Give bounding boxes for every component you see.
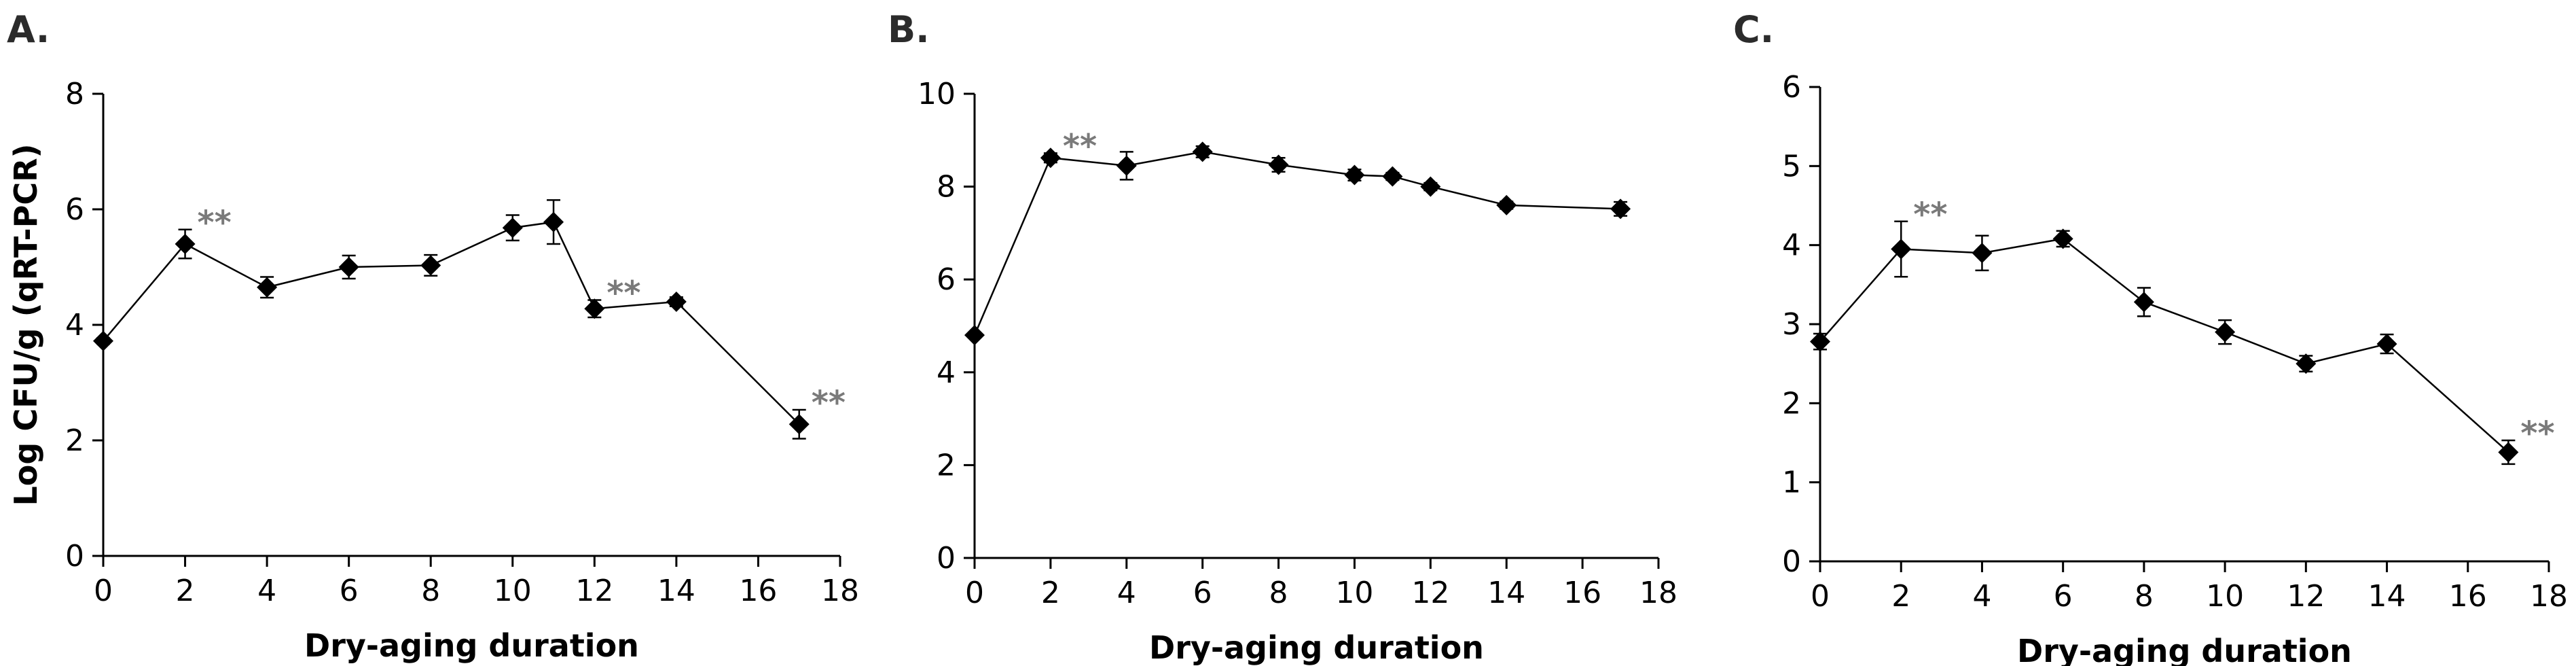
x-tick-label: 16 <box>2449 579 2487 614</box>
panel-a: A. 0 2 4 6 8 0 2 4 6 8 10 12 14 16 18 Dry-aging duration… <box>7 8 859 664</box>
data-point <box>1192 141 1213 162</box>
x-tick-label: 14 <box>2368 579 2406 614</box>
data-point <box>502 217 523 239</box>
y-tick-label: 6 <box>937 262 956 297</box>
data-point <box>338 257 359 277</box>
data-point <box>964 325 985 346</box>
x-tick-label: 6 <box>2054 579 2073 614</box>
y-tick-label: 4 <box>65 308 84 343</box>
y-tick-label: 0 <box>65 539 84 574</box>
x-tick-label: 10 <box>2206 579 2244 614</box>
y-tick-label: 6 <box>65 192 84 227</box>
series-line <box>973 151 1621 336</box>
x-tick-label: 14 <box>1487 576 1525 610</box>
x-axis-title: Dry-aging duration <box>2017 633 2352 666</box>
x-axis-title: Dry-aging duration <box>1149 629 1484 666</box>
data-point <box>2296 353 2317 374</box>
x-tick-label: 8 <box>1269 576 1288 610</box>
data-point <box>1040 147 1061 169</box>
y-tick-label: 2 <box>1782 386 1801 421</box>
y-tick-label: 10 <box>918 77 956 111</box>
x-tick-label: 0 <box>1811 579 1830 614</box>
x-tick-label: 2 <box>176 574 195 608</box>
data-point <box>257 277 278 298</box>
x-tick-label: 4 <box>257 574 276 608</box>
data-point <box>2133 292 2154 313</box>
panel-b: B. 0 2 4 6 8 10 0 2 4 6 8 10 12 14 16 18 Dry-aging durati… <box>888 8 1677 666</box>
data-point <box>543 211 564 232</box>
x-tick-label: 6 <box>1193 576 1212 610</box>
x-tick-label: 16 <box>739 574 777 608</box>
series-line <box>1819 238 2509 453</box>
data-point <box>175 234 196 254</box>
x-tick-label: 10 <box>494 574 532 608</box>
data-point <box>420 255 441 276</box>
data-point <box>1268 154 1289 175</box>
x-tick-label: 18 <box>1639 576 1677 610</box>
y-tick-label: 0 <box>1782 544 1801 579</box>
x-axis-title: Dry-aging duration <box>304 627 639 664</box>
x-tick-label: 14 <box>657 574 695 608</box>
y-tick-label: 4 <box>937 355 956 390</box>
x-tick-label: 8 <box>421 574 440 608</box>
x-tick-label: 10 <box>1335 576 1373 610</box>
x-tick-label: 0 <box>94 574 113 608</box>
x-tick-label: 0 <box>965 576 984 610</box>
x-tick-label: 16 <box>1563 576 1601 610</box>
x-tick-label: 4 <box>1972 579 1991 614</box>
y-tick-label: 2 <box>937 448 956 483</box>
panel-label: B. <box>888 8 930 51</box>
data-point <box>1116 155 1137 176</box>
y-tick-label: 4 <box>1782 228 1801 263</box>
data-point <box>1972 243 1993 264</box>
x-tick-label: 6 <box>340 574 359 608</box>
x-tick-label: 12 <box>2287 579 2325 614</box>
y-tick-label: 2 <box>65 423 84 458</box>
data-point <box>2376 334 2397 355</box>
x-tick-label: 8 <box>2135 579 2154 614</box>
data-point <box>1610 198 1631 220</box>
x-tick-label: 2 <box>1891 579 1910 614</box>
y-tick-label: 1 <box>1782 466 1801 500</box>
y-tick-label: 5 <box>1782 149 1801 183</box>
y-tick-label: 3 <box>1782 307 1801 342</box>
y-tick-label: 8 <box>937 170 956 205</box>
data-point <box>584 298 605 319</box>
x-tick-label: 18 <box>2530 579 2568 614</box>
x-tick-label: 4 <box>1117 576 1136 610</box>
series-line <box>103 221 800 425</box>
x-tick-label: 12 <box>1411 576 1449 610</box>
data-point <box>2498 442 2519 463</box>
data-point <box>1891 239 1912 260</box>
data-point <box>1420 176 1441 197</box>
y-tick-label: 6 <box>1782 70 1801 105</box>
significance-marker: ** <box>2520 415 2554 453</box>
significance-marker: ** <box>606 274 640 312</box>
y-axis-title: Log CFU/g (qRT-PCR) <box>7 143 44 506</box>
data-point <box>1810 331 1830 352</box>
data-point <box>2215 321 2236 343</box>
data-point <box>1496 194 1517 215</box>
significance-marker: ** <box>1913 196 1947 234</box>
data-point <box>1382 166 1403 187</box>
panel-label: C. <box>1733 8 1774 51</box>
data-point <box>93 330 113 351</box>
y-tick-label: 0 <box>937 541 956 576</box>
x-tick-label: 18 <box>821 574 859 608</box>
significance-marker: ** <box>812 384 846 422</box>
panel-label: A. <box>7 8 50 51</box>
x-tick-label: 12 <box>575 574 613 608</box>
significance-marker: ** <box>198 204 232 242</box>
data-point <box>2052 228 2073 249</box>
data-point <box>1344 164 1365 186</box>
data-point <box>666 292 687 312</box>
significance-marker: ** <box>1063 127 1097 165</box>
x-tick-label: 2 <box>1041 576 1060 610</box>
data-point <box>788 414 810 435</box>
y-tick-label: 8 <box>65 77 84 111</box>
